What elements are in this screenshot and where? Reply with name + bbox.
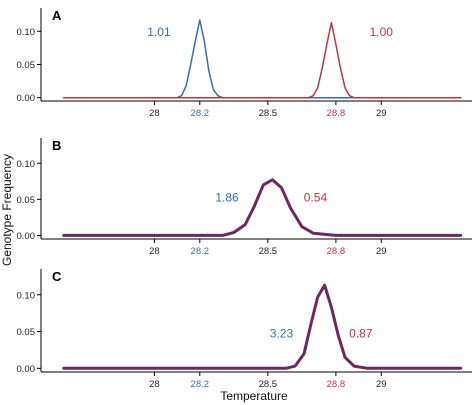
x-tick-label: 28.5 [259,246,278,257]
y-tick-label: 0.05 [17,60,36,71]
panel-letter: A [52,8,62,23]
x-tick-label: 28.2 [191,246,210,257]
series-line-2 [62,21,462,99]
panel-letter: B [52,138,61,153]
x-tick-label: 28.8 [327,379,346,390]
x-tick-label: 29 [376,379,387,390]
x-tick-label: 29 [376,108,387,119]
annotation-value: 3.23 [270,326,294,340]
x-tick-label: 28 [149,379,160,390]
panel-c: C 0.00 0.05 0.10 28 28.2 28.5 28.8 29 3.23 0.87 [17,269,472,390]
x-tick-label: 28 [149,108,160,119]
y-tick-label: 0.05 [17,327,36,338]
x-tick-label: 28.2 [191,108,210,119]
series-line-1 [62,19,462,99]
annotation-value: 1.86 [215,190,239,204]
series-line-1 [62,283,463,370]
x-tick-label: 28 [149,246,160,257]
y-tick-label: 0.10 [17,290,36,301]
x-tick-label: 28.8 [327,246,346,257]
y-axis-label: Genotype Frequency [0,154,14,266]
series-line-1 [62,178,463,237]
panel-a: A 0.00 0.05 0.10 28 28.2 28.5 28.8 29 1.01 1.00 [17,8,472,119]
x-tick-label: 28.5 [259,108,278,119]
y-tick-label: 0.10 [17,27,36,38]
y-tick-label: 0.00 [17,93,36,104]
x-axis-label: Temperature [220,389,288,403]
x-tick-label: 28.8 [327,108,346,119]
y-tick-label: 0.10 [17,159,36,170]
panels: A 0.00 0.05 0.10 28 28.2 28.5 28.8 29 1.01 1.00 B 0.… [17,8,472,390]
annotation-value: 0.87 [349,326,373,340]
y-tick-label: 0.00 [17,231,36,242]
annotation-value: 0.54 [304,190,328,204]
x-tick-label: 28.5 [259,379,278,390]
annotation-value: 1.00 [370,25,394,39]
x-tick-label: 29 [376,246,387,257]
x-tick-label: 28.2 [191,379,210,390]
y-tick-label: 0.05 [17,195,36,206]
panel-b: B 0.00 0.05 0.10 28 28.2 28.5 28.8 29 1.86 0.54 [17,138,472,257]
annotation-value: 1.01 [147,25,171,39]
panel-letter: C [52,269,62,284]
y-tick-label: 0.00 [17,364,36,375]
